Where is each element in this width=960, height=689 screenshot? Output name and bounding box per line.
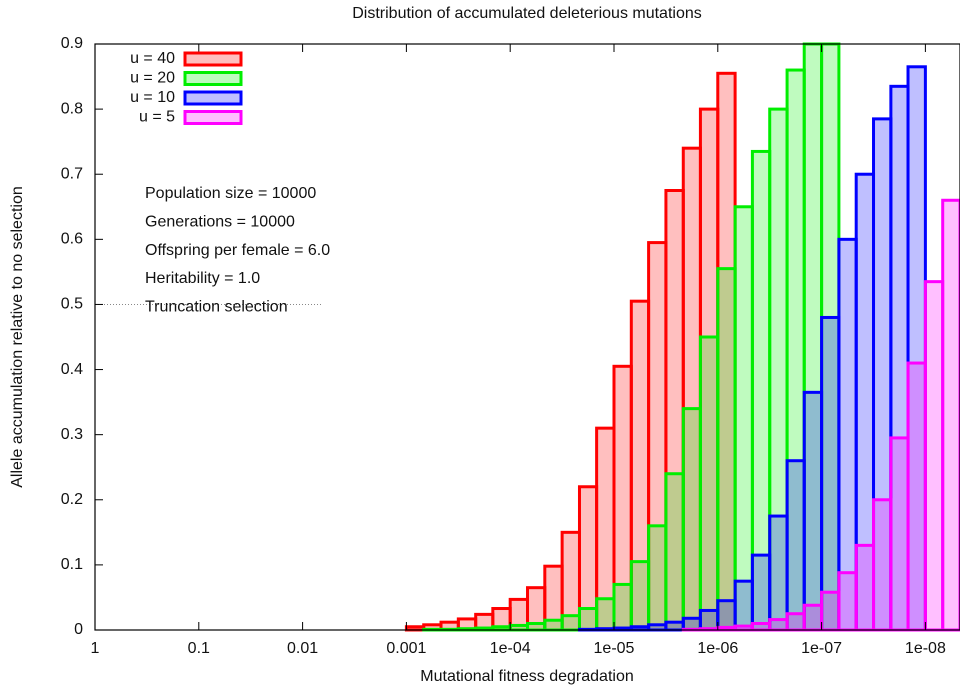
bar [716, 267, 737, 632]
y-tick-label: 0 [74, 621, 83, 638]
legend-label: u = 40 [130, 50, 175, 67]
x-tick-label: 1e-05 [594, 640, 635, 657]
y-tick-label: 0.4 [61, 361, 83, 378]
annotation: Generations = 10000 [145, 214, 295, 231]
x-tick-label: 0.01 [287, 640, 318, 657]
legend-swatch [183, 71, 243, 86]
bar [820, 590, 841, 632]
bar [526, 621, 547, 632]
bar [750, 553, 772, 632]
bar [595, 597, 616, 632]
bar [733, 205, 754, 632]
annotation: Offspring per female = 6.0 [145, 242, 330, 259]
x-tick-label: 0.1 [188, 640, 210, 657]
bar [872, 498, 893, 632]
bar [802, 603, 824, 632]
legend-swatch [183, 51, 243, 67]
bar [698, 335, 720, 632]
bar [647, 623, 668, 632]
bar [716, 599, 737, 632]
bar [906, 361, 927, 632]
x-tick-label: 1e-07 [801, 640, 842, 657]
x-tick-label: 1e-06 [697, 640, 738, 657]
y-tick-label: 0.2 [61, 491, 83, 508]
bar [698, 608, 720, 632]
plot-frame [94, 43, 960, 631]
legend-swatch [183, 90, 243, 106]
legend-label: u = 20 [130, 70, 175, 87]
legend-label: u = 5 [139, 109, 175, 126]
y-tick-label: 0.9 [61, 35, 83, 52]
annotation: Truncation selection [145, 298, 288, 315]
x-tick-label: 0.001 [386, 640, 426, 657]
annotation: Population size = 10000 [145, 185, 316, 202]
legend-swatch [183, 110, 243, 125]
x-axis-label: Mutational fitness degradation [420, 668, 633, 685]
y-axis-label: Allele accumulation relative to no selec… [9, 186, 26, 488]
bar [941, 198, 960, 632]
x-tick-label: 1e-04 [490, 640, 531, 657]
annotation: Heritability = 1.0 [145, 270, 260, 287]
y-tick-label: 0.8 [61, 100, 83, 117]
bar [768, 618, 789, 632]
bar [629, 560, 651, 632]
bar [923, 280, 945, 632]
y-tick-label: 0.7 [61, 165, 83, 182]
bar [560, 614, 581, 632]
bar [543, 618, 564, 632]
legend-label: u = 10 [130, 89, 175, 106]
bar [577, 607, 599, 632]
bar [837, 571, 858, 632]
bar [785, 459, 806, 632]
chart-title: Distribution of accumulated deleterious … [352, 5, 702, 22]
bar [612, 582, 633, 632]
bar [820, 315, 841, 632]
y-tick-label: 0.6 [61, 231, 83, 248]
bar [889, 436, 910, 632]
bar [508, 623, 530, 632]
bar [785, 612, 806, 632]
bar [664, 620, 685, 632]
bar [681, 407, 702, 632]
x-tick-label: 1 [91, 640, 100, 657]
bar [768, 514, 789, 632]
bar [664, 472, 685, 632]
bar [750, 621, 772, 632]
y-tick-label: 0.3 [61, 426, 83, 443]
y-tick-label: 0.5 [61, 296, 83, 313]
y-tick-label: 0.1 [61, 556, 83, 573]
bar [733, 579, 754, 632]
bar [647, 524, 668, 632]
bar [802, 390, 824, 632]
bar [854, 543, 876, 632]
x-tick-label: 1e-08 [905, 640, 946, 657]
